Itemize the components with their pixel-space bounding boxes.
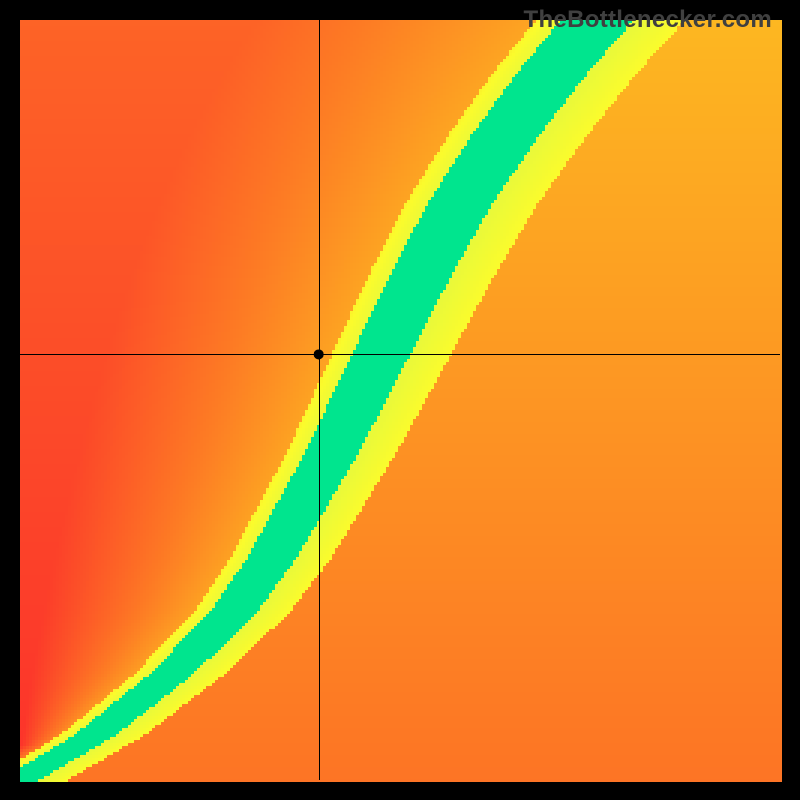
- bottleneck-heatmap: [0, 0, 800, 800]
- chart-container: { "chart": { "type": "heatmap", "canvas_…: [0, 0, 800, 800]
- watermark-text: TheBottlenecker.com: [524, 6, 772, 34]
